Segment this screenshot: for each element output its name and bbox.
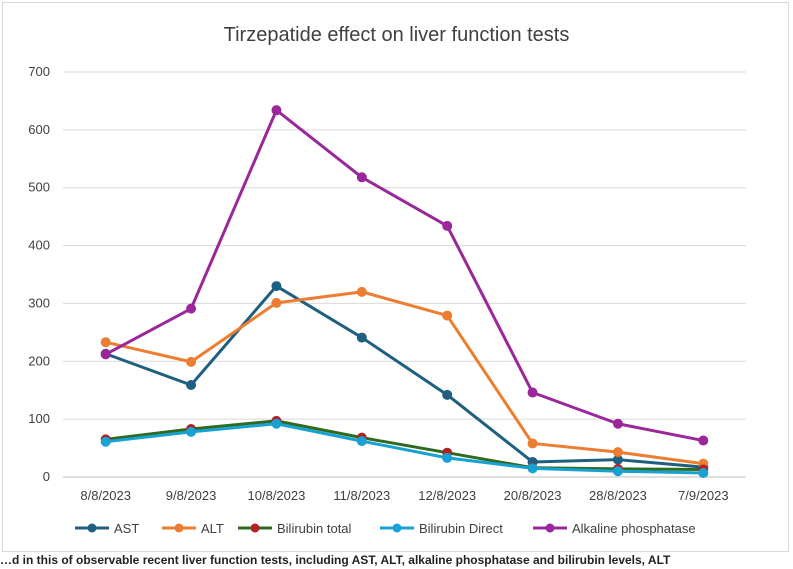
x-tick-label: 11/8/2023 <box>333 488 390 503</box>
data-point <box>356 332 367 343</box>
data-point <box>442 452 453 463</box>
series-line <box>104 284 705 469</box>
data-point <box>698 435 709 446</box>
x-tick-label: 28/8/2023 <box>589 488 647 503</box>
legend-label: ALT <box>201 521 224 536</box>
x-tick-label: 12/8/2023 <box>418 488 476 503</box>
data-point <box>527 463 538 474</box>
legend-marker <box>174 523 184 533</box>
y-axis-ticks: 0 100 200 300 400 500 600 700 <box>28 64 50 484</box>
figure-caption: …d in this of observable recent liver fu… <box>0 553 671 567</box>
legend-label: Alkaline phosphatase <box>572 521 696 536</box>
legend-label: Bilirubin Direct <box>419 521 503 536</box>
data-point <box>698 467 709 478</box>
series-alt <box>100 286 709 469</box>
data-point <box>186 426 197 437</box>
series-line <box>104 419 705 471</box>
data-point <box>356 172 367 183</box>
legend-label: Bilirubin total <box>277 521 352 536</box>
data-point <box>356 286 367 297</box>
x-axis-ticks: 8/8/2023 9/8/2023 10/8/2023 11/8/2023 12/8/2… <box>80 488 728 503</box>
series-line <box>104 108 705 443</box>
data-point <box>271 105 282 116</box>
data-point <box>271 281 282 292</box>
y-tick-label: 100 <box>28 411 50 426</box>
series-bilirubin-direct <box>100 418 709 478</box>
legend-marker <box>87 523 97 533</box>
data-point <box>100 349 111 360</box>
x-tick-label: 10/8/2023 <box>248 488 306 503</box>
y-tick-label: 700 <box>28 64 50 79</box>
data-point <box>186 380 197 391</box>
series-line <box>104 290 705 466</box>
y-tick-label: 0 <box>43 469 50 484</box>
legend-item: ALT <box>162 521 224 536</box>
data-point <box>527 387 538 398</box>
y-tick-label: 200 <box>28 353 50 368</box>
y-tick-label: 400 <box>28 238 50 253</box>
x-tick-label: 9/8/2023 <box>166 488 217 503</box>
data-point <box>271 418 282 429</box>
data-point <box>612 466 623 477</box>
data-point <box>100 436 111 447</box>
chart-title: Tirzepatide effect on liver function tes… <box>223 24 570 46</box>
data-point <box>442 220 453 231</box>
x-tick-label: 8/8/2023 <box>80 488 131 503</box>
data-point <box>186 303 197 314</box>
y-tick-label: 500 <box>28 180 50 195</box>
y-tick-label: 300 <box>28 295 50 310</box>
legend-label: AST <box>114 521 139 536</box>
data-point <box>527 438 538 449</box>
legend-marker <box>545 523 555 533</box>
legend-marker <box>250 523 260 533</box>
gridlines <box>63 71 746 478</box>
x-tick-label: 20/8/2023 <box>504 488 562 503</box>
data-point <box>442 389 453 400</box>
data-point <box>612 447 623 458</box>
chart-frame <box>2 2 789 552</box>
series-line <box>104 422 705 475</box>
legend-item: Bilirubin Direct <box>380 521 503 536</box>
data-point <box>356 436 367 447</box>
legend-item: AST <box>75 521 139 536</box>
legend-item: Bilirubin total <box>238 521 352 536</box>
data-point <box>612 418 623 429</box>
legend: AST ALT Bilirubin total Bilirubin Direct Alk… <box>75 521 696 536</box>
y-tick-label: 600 <box>28 122 50 137</box>
data-point <box>442 310 453 321</box>
legend-item: Alkaline phosphatase <box>533 521 696 536</box>
series-alkaline-phosphatase <box>100 105 709 446</box>
series-lines <box>100 105 709 478</box>
data-point <box>271 297 282 308</box>
data-point <box>186 356 197 367</box>
data-point <box>100 337 111 348</box>
legend-marker <box>392 523 402 533</box>
x-tick-label: 7/9/2023 <box>678 488 729 503</box>
